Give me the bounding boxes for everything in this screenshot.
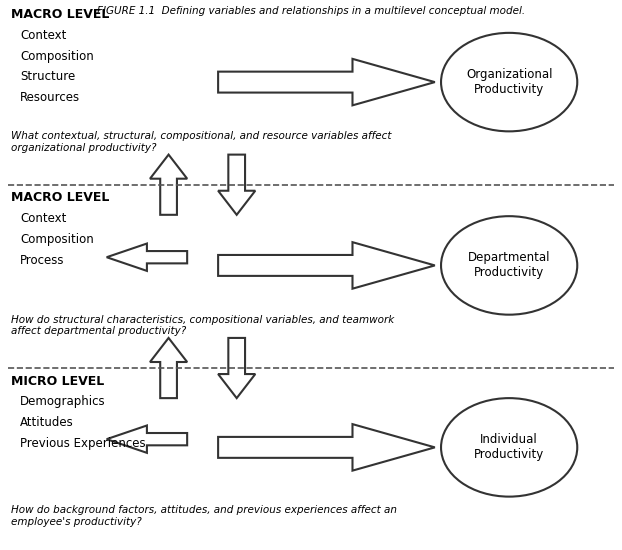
Text: How do background factors, attitudes, and previous experiences affect an
employe: How do background factors, attitudes, an… <box>11 505 397 527</box>
PathPatch shape <box>150 338 187 398</box>
Text: Organizational
Productivity: Organizational Productivity <box>466 68 552 96</box>
PathPatch shape <box>106 244 187 271</box>
Text: Attitudes: Attitudes <box>20 416 74 429</box>
PathPatch shape <box>150 155 187 215</box>
Text: What contextual, structural, compositional, and resource variables affect
organi: What contextual, structural, composition… <box>11 131 391 153</box>
Text: Previous Experiences: Previous Experiences <box>20 437 146 450</box>
Text: Composition: Composition <box>20 50 94 63</box>
Ellipse shape <box>441 33 577 131</box>
Text: Context: Context <box>20 29 67 42</box>
PathPatch shape <box>218 242 435 289</box>
Text: FIGURE 1.1  Defining variables and relationships in a multilevel conceptual mode: FIGURE 1.1 Defining variables and relati… <box>97 6 525 15</box>
Text: MICRO LEVEL: MICRO LEVEL <box>11 375 104 388</box>
PathPatch shape <box>218 155 255 215</box>
Text: Process: Process <box>20 254 65 267</box>
Text: Composition: Composition <box>20 233 94 246</box>
PathPatch shape <box>106 426 187 453</box>
Ellipse shape <box>441 398 577 497</box>
Ellipse shape <box>441 216 577 315</box>
Text: Individual
Productivity: Individual Productivity <box>474 433 544 461</box>
PathPatch shape <box>218 338 255 398</box>
Text: Demographics: Demographics <box>20 395 106 409</box>
PathPatch shape <box>218 424 435 471</box>
Text: Departmental
Productivity: Departmental Productivity <box>468 251 550 279</box>
Text: Structure: Structure <box>20 70 75 84</box>
Text: Context: Context <box>20 212 67 225</box>
Text: How do structural characteristics, compositional variables, and teamwork
affect : How do structural characteristics, compo… <box>11 315 394 336</box>
PathPatch shape <box>218 59 435 106</box>
Text: MACRO LEVEL: MACRO LEVEL <box>11 191 109 204</box>
Text: Resources: Resources <box>20 91 80 104</box>
Text: MACRO LEVEL: MACRO LEVEL <box>11 8 109 21</box>
